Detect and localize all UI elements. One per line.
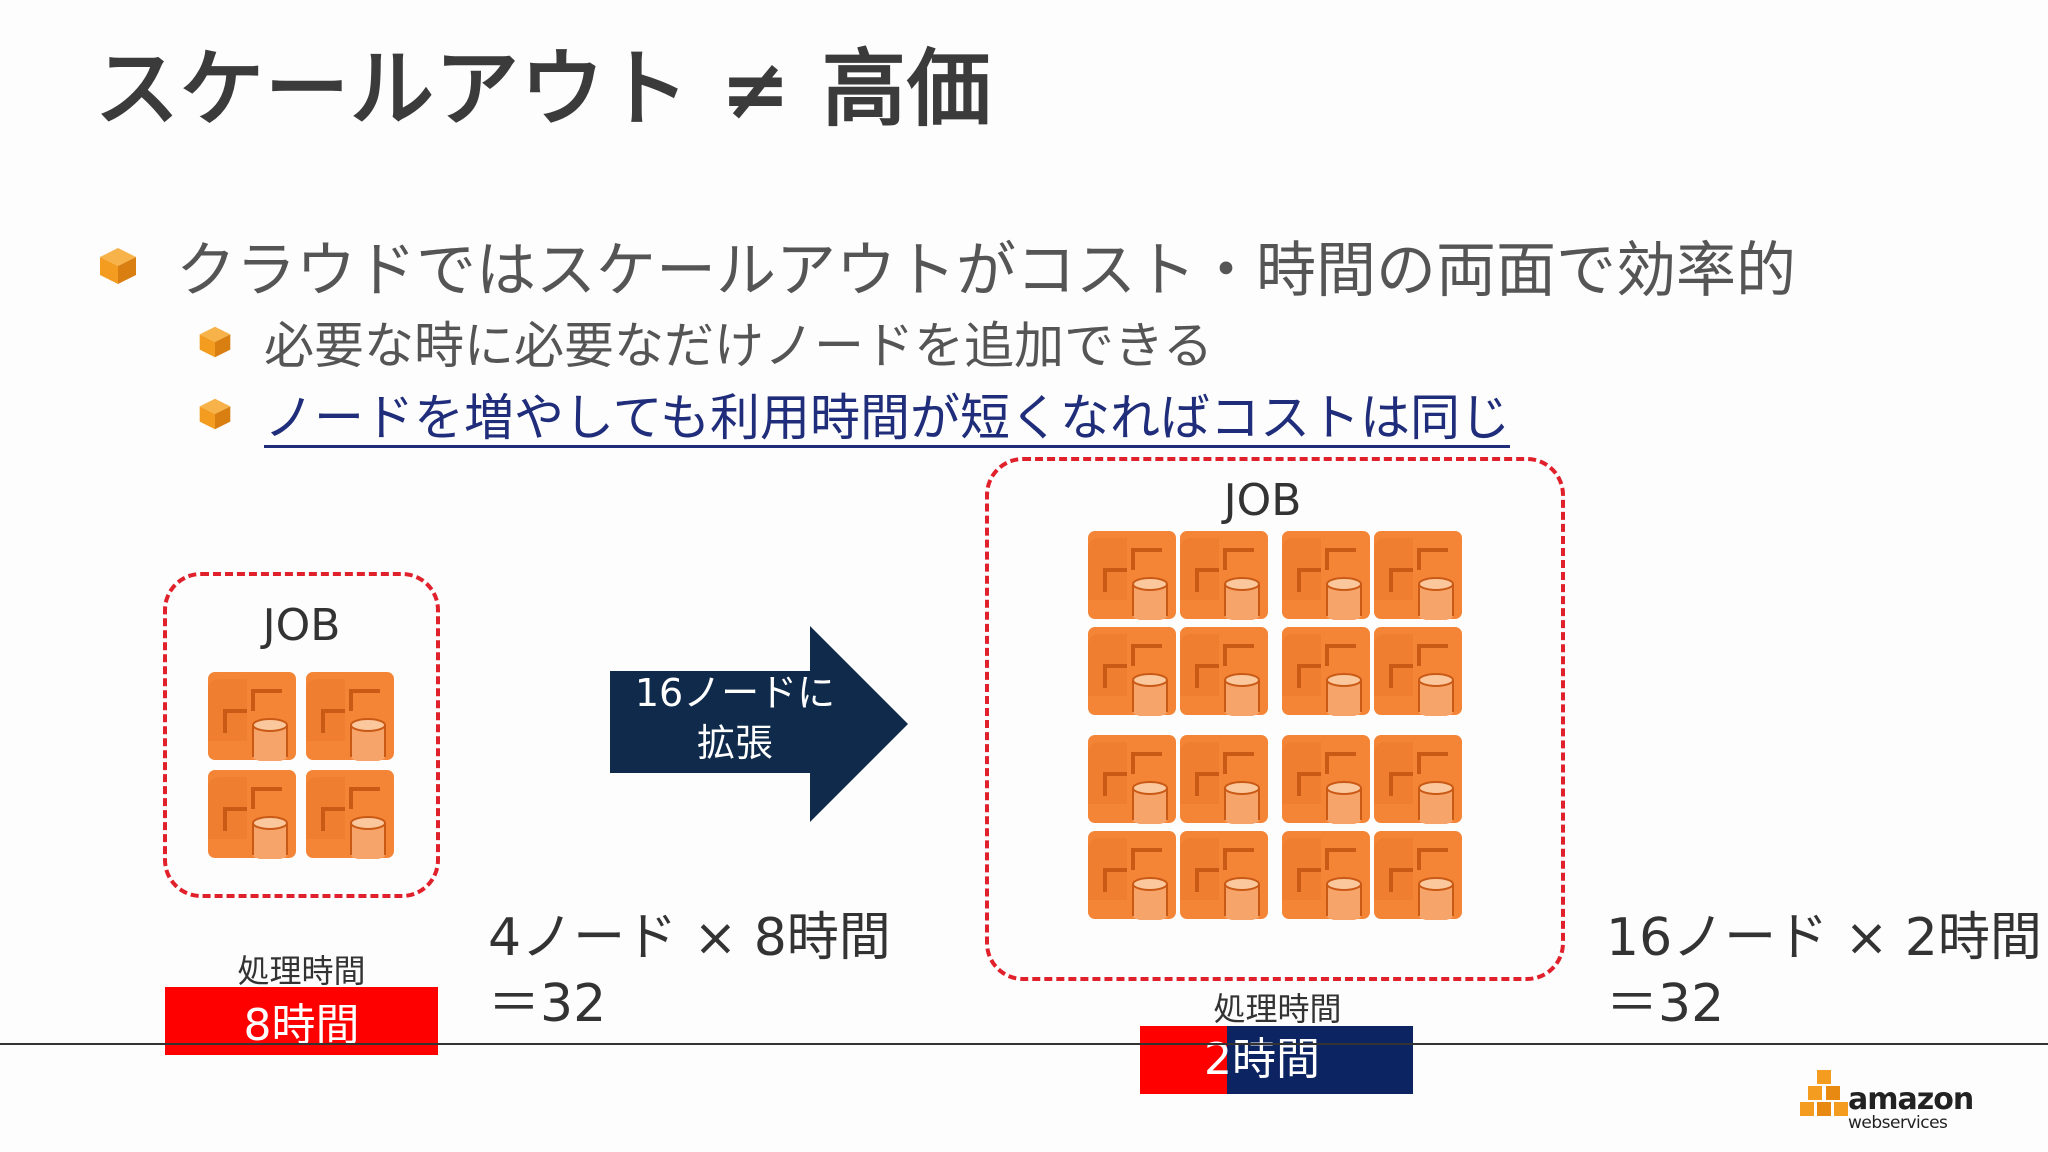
left-formula-line1: 4ノード × 8時間 bbox=[488, 908, 891, 968]
server-node-icon bbox=[1179, 830, 1269, 924]
server-node-icon bbox=[1281, 830, 1371, 924]
aws-logo-line1: amazon bbox=[1848, 1082, 1974, 1117]
right-formula-line2: ＝32 bbox=[1606, 974, 1725, 1034]
server-node-icon bbox=[1373, 626, 1463, 720]
server-node-icon bbox=[305, 769, 395, 863]
server-node-icon bbox=[305, 671, 395, 765]
server-node-icon bbox=[1281, 734, 1371, 828]
right-time-bar-fill bbox=[1140, 1026, 1227, 1094]
aws-boxes-logo-icon bbox=[1800, 1070, 1848, 1116]
expand-arrow-line2: 拡張 bbox=[696, 721, 773, 765]
left-time-bar-label: 8時間 bbox=[243, 1000, 360, 1051]
right-formula-line1: 16ノード × 2時間 bbox=[1606, 908, 2042, 968]
bullet-sub-2: ノードを増やしても利用時間が短くなればコストは同じ bbox=[198, 378, 1510, 450]
server-node-icon bbox=[1281, 626, 1371, 720]
bullet-sub-1-text: 必要な時に必要なだけノードを追加できる bbox=[264, 317, 1213, 375]
right-time-bar-label: 2時間 bbox=[1204, 1034, 1320, 1085]
bullet-sub-2-link[interactable]: ノードを増やしても利用時間が短くなればコストは同じ bbox=[264, 389, 1510, 447]
server-node-icon bbox=[1373, 830, 1463, 924]
right-formula: 16ノード × 2時間 ＝32 bbox=[1606, 905, 2042, 1037]
expand-arrow-text: 16ノードに 拡張 bbox=[610, 668, 860, 768]
left-formula: 4ノード × 8時間 ＝32 bbox=[488, 905, 891, 1037]
page-title: スケールアウト ≠ 高価 bbox=[95, 40, 992, 138]
bullet-main-text: クラウドではスケールアウトがコスト・時間の両面で効率的 bbox=[176, 236, 1796, 306]
server-node-icon bbox=[1087, 734, 1177, 828]
aws-logo-line2: webservices bbox=[1848, 1113, 1948, 1133]
server-node-icon bbox=[1281, 530, 1371, 624]
cube-bullet-icon bbox=[100, 247, 136, 284]
cube-bullet-icon bbox=[199, 398, 231, 430]
left-job-label: JOB bbox=[262, 600, 341, 651]
right-job-box bbox=[985, 457, 1565, 981]
server-node-icon bbox=[1179, 734, 1269, 828]
expand-arrow-line1: 16ノードに bbox=[634, 671, 836, 715]
server-node-icon bbox=[1087, 830, 1177, 924]
left-caption: 処理時間 bbox=[237, 952, 366, 990]
right-job-label: JOB bbox=[1223, 475, 1302, 526]
server-node-icon bbox=[1179, 626, 1269, 720]
timeline-baseline bbox=[0, 1043, 2048, 1045]
right-node-grid bbox=[1087, 530, 1471, 940]
aws-logo-text: amazon webservices bbox=[1848, 1082, 1974, 1133]
server-node-icon bbox=[1087, 530, 1177, 624]
right-caption: 処理時間 bbox=[1213, 990, 1342, 1028]
server-node-icon bbox=[207, 671, 297, 765]
server-node-icon bbox=[1087, 626, 1177, 720]
server-node-icon bbox=[1373, 734, 1463, 828]
expand-arrow-icon bbox=[610, 626, 908, 822]
server-node-icon bbox=[1179, 530, 1269, 624]
bullet-sub-1: 必要な時に必要なだけノードを追加できる bbox=[198, 306, 1213, 378]
left-formula-line2: ＝32 bbox=[488, 974, 607, 1034]
left-job-box bbox=[163, 572, 440, 898]
server-node-icon bbox=[1373, 530, 1463, 624]
bullet-main: クラウドではスケールアウトがコスト・時間の両面で効率的 bbox=[98, 222, 1796, 309]
cube-bullet-icon bbox=[199, 326, 231, 358]
right-time-bar: 2時間 bbox=[1140, 1026, 1413, 1094]
left-node-grid bbox=[207, 671, 395, 869]
server-node-icon bbox=[207, 769, 297, 863]
